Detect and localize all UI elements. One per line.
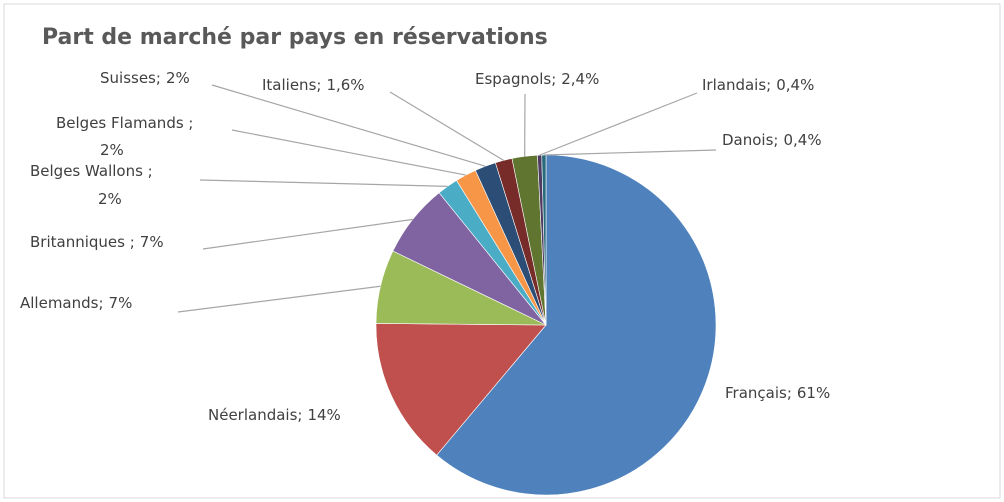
leader-line xyxy=(231,129,466,176)
category-label: Allemands; xyxy=(20,294,104,312)
category-label: Italiens; xyxy=(262,76,321,94)
pie-slice xyxy=(375,323,547,456)
data-label: Danois; 0,4% xyxy=(722,131,822,149)
value-label: 2,4% xyxy=(561,70,599,88)
data-label: Irlandais; 0,4% xyxy=(702,76,814,94)
data-label: Belges Wallons ; 2% xyxy=(30,162,153,208)
value-label: 2% xyxy=(166,69,190,87)
leader-line xyxy=(199,179,448,187)
leader-line xyxy=(539,92,698,156)
category-label: Belges Wallons ; xyxy=(30,162,153,180)
category-label: Belges Flamands ; xyxy=(56,114,193,132)
value-label: 2% xyxy=(100,141,124,159)
leader-line xyxy=(543,149,717,156)
value-label: 1,6% xyxy=(326,76,364,94)
data-label: Allemands; 7% xyxy=(20,294,132,312)
value-label: 7% xyxy=(140,233,164,251)
category-label: Britanniques ; xyxy=(30,233,135,251)
data-label: Français; 61% xyxy=(725,384,830,402)
leader-line xyxy=(202,218,413,250)
value-label: 0,4% xyxy=(783,131,821,149)
data-label: Britanniques ; 7% xyxy=(30,233,164,251)
data-label: Néerlandais; 14% xyxy=(208,406,341,424)
pie xyxy=(375,154,717,496)
category-label: Français; xyxy=(725,384,792,402)
chart-title: Part de marché par pays en réservations xyxy=(42,25,548,50)
category-label: Irlandais; xyxy=(702,76,771,94)
leader-line xyxy=(211,84,486,167)
leader-line xyxy=(177,285,381,313)
pie-slice xyxy=(436,154,717,496)
value-label: 0,4% xyxy=(776,76,814,94)
value-label: 7% xyxy=(109,294,133,312)
category-label: Suisses; xyxy=(100,69,161,87)
value-label: 14% xyxy=(307,406,340,424)
leader-line xyxy=(389,91,504,161)
value-label: 2% xyxy=(98,190,122,208)
data-label: Italiens; 1,6% xyxy=(262,76,365,94)
data-label: Suisses; 2% xyxy=(100,69,190,87)
value-label: 61% xyxy=(797,384,830,402)
category-label: Danois; xyxy=(722,131,778,149)
data-label: Belges Flamands ; 2% xyxy=(56,114,193,159)
data-label: Espagnols; 2,4% xyxy=(475,70,599,88)
category-label: Espagnols; xyxy=(475,70,556,88)
category-label: Néerlandais; xyxy=(208,406,302,424)
